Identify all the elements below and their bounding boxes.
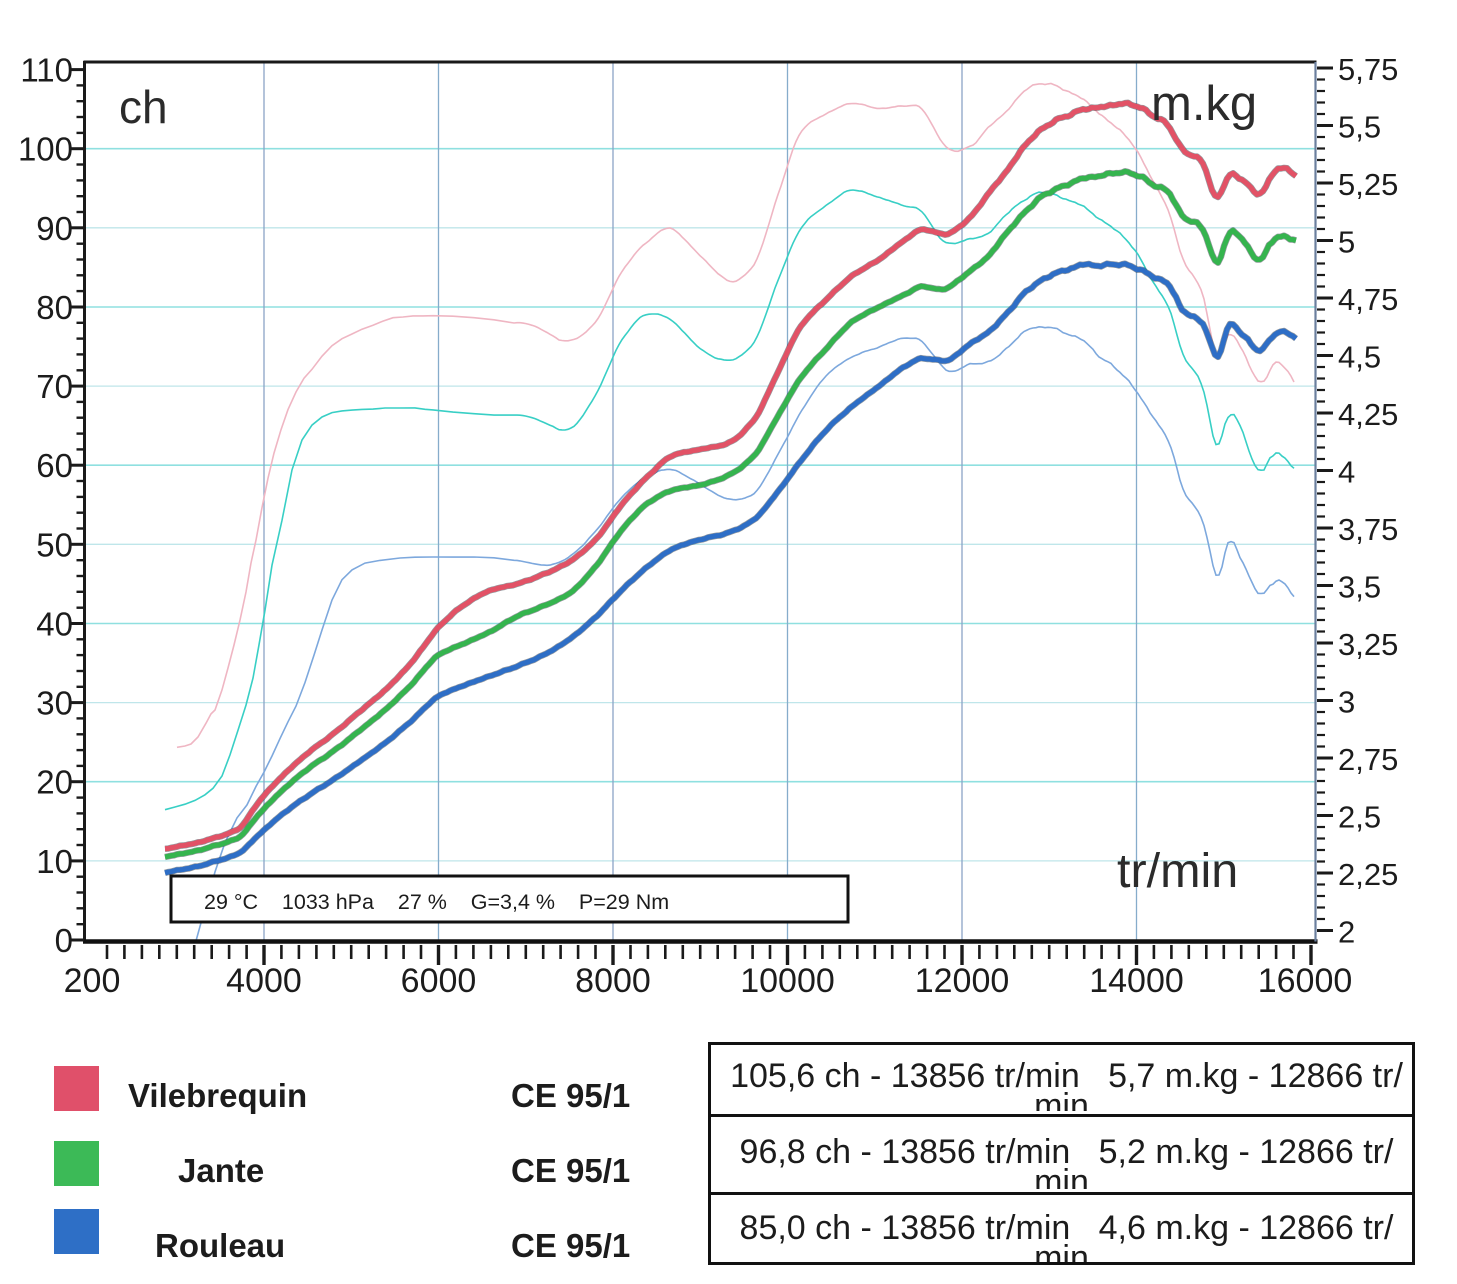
svg-text:5,5: 5,5 [1338,110,1381,145]
svg-text:5: 5 [1338,225,1355,260]
svg-text:50: 50 [36,526,73,563]
svg-text:14000: 14000 [1089,962,1184,1000]
svg-text:0: 0 [55,922,73,959]
svg-text:3: 3 [1338,685,1355,720]
svg-text:80: 80 [36,289,73,326]
svg-text:5,75: 5,75 [1338,52,1398,87]
svg-text:4,25: 4,25 [1338,397,1398,432]
svg-text:12000: 12000 [915,962,1010,1000]
svg-text:5,25: 5,25 [1338,167,1398,202]
svg-text:2: 2 [1338,915,1355,950]
svg-text:4: 4 [1338,455,1355,490]
svg-text:ch: ch [119,81,168,133]
svg-text:10000: 10000 [740,962,835,1000]
svg-text:8000: 8000 [575,962,651,1000]
svg-text:2,75: 2,75 [1338,742,1398,777]
svg-text:29 °C 1033 hPa 27 % G: 29 °C 1033 hPa 27 % G=3,4 % P=29 Nm [204,890,669,914]
svg-text:6000: 6000 [401,962,477,1000]
svg-text:4,75: 4,75 [1338,282,1398,317]
svg-text:10: 10 [36,843,73,880]
svg-text:200: 200 [64,962,121,1000]
svg-text:tr/min: tr/min [1117,844,1238,898]
svg-text:3,75: 3,75 [1338,512,1398,547]
svg-text:2,25: 2,25 [1338,857,1398,892]
svg-text:90: 90 [36,210,73,247]
svg-text:20: 20 [36,764,73,801]
svg-text:4000: 4000 [226,962,302,1000]
svg-text:4,5: 4,5 [1338,340,1381,375]
svg-text:40: 40 [36,606,73,643]
svg-text:3,25: 3,25 [1338,627,1398,662]
svg-text:30: 30 [36,685,73,722]
svg-text:m.kg: m.kg [1151,77,1257,131]
svg-text:70: 70 [36,368,73,405]
svg-text:100: 100 [18,131,73,168]
svg-text:2,5: 2,5 [1338,800,1381,835]
svg-text:3,5: 3,5 [1338,570,1381,605]
svg-text:110: 110 [20,52,73,89]
svg-text:16000: 16000 [1258,962,1353,1000]
svg-text:60: 60 [36,447,73,484]
